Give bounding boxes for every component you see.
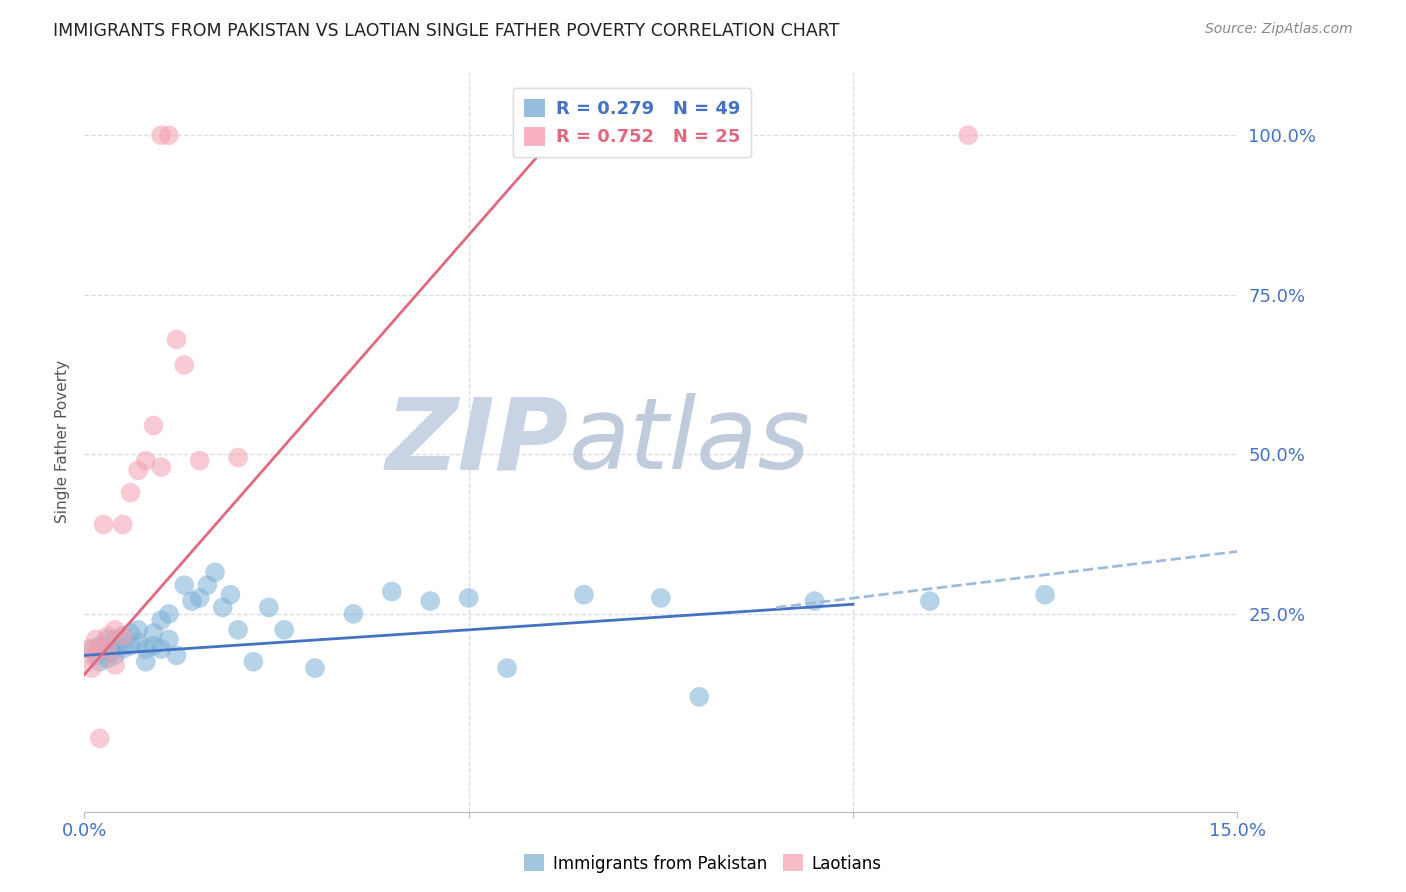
Point bbox=[120, 626, 142, 640]
Point bbox=[120, 639, 142, 653]
Point bbox=[96, 632, 118, 647]
Point bbox=[150, 642, 173, 657]
Point bbox=[257, 600, 280, 615]
Point bbox=[135, 655, 157, 669]
Point bbox=[688, 690, 710, 704]
Point bbox=[93, 517, 115, 532]
Point bbox=[89, 731, 111, 746]
Point bbox=[104, 648, 127, 663]
Text: Source: ZipAtlas.com: Source: ZipAtlas.com bbox=[1205, 22, 1353, 37]
Point bbox=[957, 128, 980, 143]
Y-axis label: Single Father Poverty: Single Father Poverty bbox=[55, 360, 70, 523]
Point bbox=[226, 450, 249, 465]
Point bbox=[219, 588, 242, 602]
Point bbox=[96, 642, 118, 657]
Point bbox=[111, 629, 134, 643]
Point bbox=[195, 578, 218, 592]
Point bbox=[381, 584, 404, 599]
Point bbox=[150, 460, 173, 475]
Point bbox=[84, 648, 107, 663]
Point bbox=[111, 517, 134, 532]
Point bbox=[803, 594, 825, 608]
Point bbox=[173, 358, 195, 372]
Point bbox=[89, 642, 111, 657]
Point bbox=[273, 623, 295, 637]
Text: ZIP: ZIP bbox=[385, 393, 568, 490]
Point bbox=[188, 591, 211, 605]
Legend: R = 0.279   N = 49, R = 0.752   N = 25: R = 0.279 N = 49, R = 0.752 N = 25 bbox=[513, 87, 751, 157]
Point bbox=[111, 629, 134, 643]
Point bbox=[84, 632, 107, 647]
Point bbox=[204, 566, 226, 580]
Point bbox=[127, 463, 149, 477]
Point bbox=[100, 645, 122, 659]
Point bbox=[342, 607, 364, 621]
Point bbox=[127, 635, 149, 649]
Point bbox=[104, 623, 127, 637]
Point bbox=[104, 657, 127, 672]
Point bbox=[150, 128, 173, 143]
Point bbox=[166, 648, 188, 663]
Point bbox=[80, 642, 103, 657]
Point bbox=[166, 333, 188, 347]
Point bbox=[173, 578, 195, 592]
Point bbox=[142, 418, 165, 433]
Legend: Immigrants from Pakistan, Laotians: Immigrants from Pakistan, Laotians bbox=[517, 847, 889, 880]
Point bbox=[111, 642, 134, 657]
Point bbox=[135, 453, 157, 467]
Point bbox=[96, 629, 118, 643]
Point bbox=[89, 639, 111, 653]
Point bbox=[80, 648, 103, 663]
Point bbox=[150, 613, 173, 627]
Point bbox=[80, 661, 103, 675]
Point bbox=[96, 651, 118, 665]
Point bbox=[89, 655, 111, 669]
Point bbox=[108, 639, 131, 653]
Point bbox=[135, 642, 157, 657]
Point bbox=[211, 600, 233, 615]
Text: atlas: atlas bbox=[568, 393, 810, 490]
Point bbox=[157, 607, 180, 621]
Point bbox=[142, 639, 165, 653]
Point bbox=[127, 623, 149, 637]
Point bbox=[419, 594, 441, 608]
Point bbox=[650, 591, 672, 605]
Point bbox=[1033, 588, 1056, 602]
Point bbox=[181, 594, 204, 608]
Point bbox=[120, 485, 142, 500]
Point bbox=[304, 661, 326, 675]
Point bbox=[93, 642, 115, 657]
Point bbox=[188, 453, 211, 467]
Point bbox=[918, 594, 941, 608]
Point bbox=[157, 632, 180, 647]
Point bbox=[104, 632, 127, 647]
Point bbox=[157, 128, 180, 143]
Point bbox=[457, 591, 479, 605]
Point bbox=[77, 642, 100, 657]
Text: IMMIGRANTS FROM PAKISTAN VS LAOTIAN SINGLE FATHER POVERTY CORRELATION CHART: IMMIGRANTS FROM PAKISTAN VS LAOTIAN SING… bbox=[53, 22, 839, 40]
Point bbox=[142, 626, 165, 640]
Point bbox=[572, 588, 595, 602]
Point bbox=[226, 623, 249, 637]
Point bbox=[242, 655, 264, 669]
Point bbox=[496, 661, 519, 675]
